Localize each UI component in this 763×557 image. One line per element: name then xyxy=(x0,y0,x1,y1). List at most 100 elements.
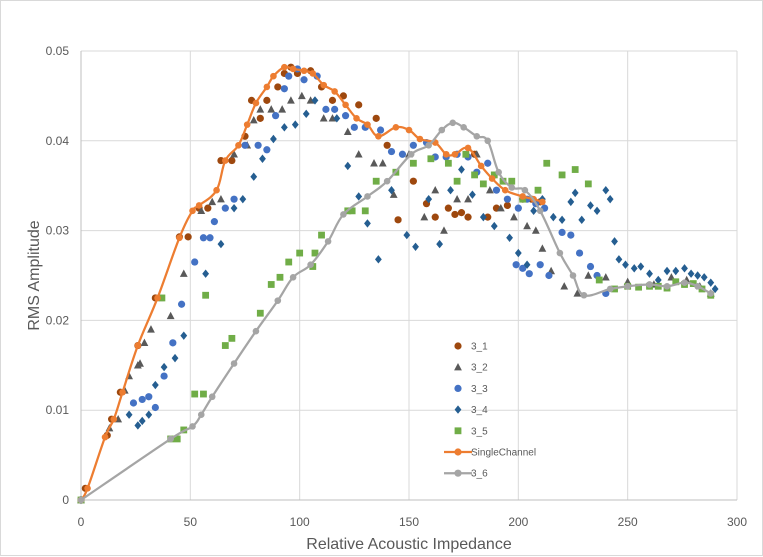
data-point xyxy=(375,133,382,140)
data-point xyxy=(177,300,186,308)
data-point xyxy=(191,390,199,398)
data-point xyxy=(431,185,440,194)
data-point xyxy=(241,141,249,149)
series-3_6 xyxy=(77,119,715,504)
data-point xyxy=(519,264,527,272)
data-point xyxy=(707,290,715,297)
data-point xyxy=(462,150,470,158)
data-point xyxy=(267,105,276,113)
data-point xyxy=(573,289,582,297)
data-point xyxy=(672,266,680,276)
data-point xyxy=(681,279,688,286)
data-point xyxy=(425,194,433,204)
x-axis-title: Relative Acoustic Impedance xyxy=(306,536,512,553)
data-point xyxy=(464,213,472,221)
data-point xyxy=(270,72,277,80)
data-point xyxy=(523,260,531,269)
legend-label: 3_2 xyxy=(471,363,488,374)
data-point xyxy=(350,123,358,131)
data-point xyxy=(324,238,332,245)
data-point xyxy=(624,282,631,290)
data-point xyxy=(711,284,719,294)
gridlines xyxy=(81,50,738,500)
data-point xyxy=(510,212,518,221)
data-point xyxy=(398,150,407,158)
legend-item: 3_2 xyxy=(454,363,488,374)
data-point xyxy=(256,114,264,122)
data-point xyxy=(514,248,522,258)
data-point xyxy=(302,109,310,119)
data-point xyxy=(567,231,575,239)
data-point xyxy=(84,485,91,492)
data-point xyxy=(200,390,207,398)
data-point xyxy=(119,388,126,396)
data-point xyxy=(311,249,319,257)
data-point xyxy=(343,127,352,136)
data-point xyxy=(531,226,540,234)
data-point xyxy=(490,221,498,231)
data-point xyxy=(694,282,701,290)
series-singlechannel xyxy=(77,63,546,504)
data-point xyxy=(208,393,216,401)
data-point xyxy=(319,114,328,122)
data-point xyxy=(442,150,450,158)
data-point xyxy=(331,105,339,113)
data-point xyxy=(221,342,229,349)
data-point xyxy=(372,114,380,122)
data-point xyxy=(392,124,400,131)
data-point xyxy=(440,226,448,234)
data-point xyxy=(383,177,391,185)
data-point xyxy=(622,260,629,269)
data-point xyxy=(558,228,566,236)
data-point xyxy=(297,91,306,100)
x-tick-label: 150 xyxy=(399,515,419,529)
data-point xyxy=(355,192,363,201)
tick-labels: 0 0.01 0.02 0.03 0.04 0.05 0 50 100 150 200 250 300 xyxy=(46,44,748,529)
data-point xyxy=(353,115,360,122)
data-point xyxy=(348,207,356,215)
data-point xyxy=(508,184,516,191)
data-point xyxy=(228,334,236,342)
data-point xyxy=(409,159,417,167)
data-point xyxy=(567,197,575,207)
data-point xyxy=(125,410,133,419)
data-point xyxy=(601,273,610,281)
data-point xyxy=(387,147,396,156)
data-point xyxy=(281,63,288,71)
data-point xyxy=(285,258,293,266)
data-point xyxy=(311,96,319,105)
data-point xyxy=(606,194,614,204)
data-point xyxy=(503,201,511,210)
data-point xyxy=(154,294,161,302)
data-point xyxy=(486,185,494,194)
data-point xyxy=(687,269,695,278)
data-point xyxy=(496,203,505,212)
data-point xyxy=(560,282,569,290)
data-point xyxy=(409,141,417,149)
data-point xyxy=(355,101,363,109)
data-point xyxy=(160,372,168,380)
data-point xyxy=(300,76,308,84)
data-point xyxy=(471,171,478,179)
data-point xyxy=(252,99,260,107)
data-point xyxy=(322,105,330,113)
data-point xyxy=(707,278,715,287)
data-point xyxy=(694,271,702,280)
data-point xyxy=(331,88,338,95)
legend-item: 3_4 xyxy=(454,405,488,416)
y-tick-label: 0.01 xyxy=(46,403,70,417)
data-point xyxy=(460,124,467,131)
data-point xyxy=(342,101,349,109)
data-point xyxy=(361,207,369,215)
data-point xyxy=(374,255,382,264)
x-tick-label: 250 xyxy=(618,515,638,529)
legend: 3_1 3_2 3_3 3_4 3_5 SingleChannel 3_6 xyxy=(444,342,536,480)
data-point xyxy=(263,83,271,91)
data-point xyxy=(635,283,642,291)
data-point xyxy=(307,261,314,269)
data-point xyxy=(180,331,188,340)
data-point xyxy=(530,206,538,216)
data-point xyxy=(147,325,155,333)
data-point xyxy=(173,435,181,443)
